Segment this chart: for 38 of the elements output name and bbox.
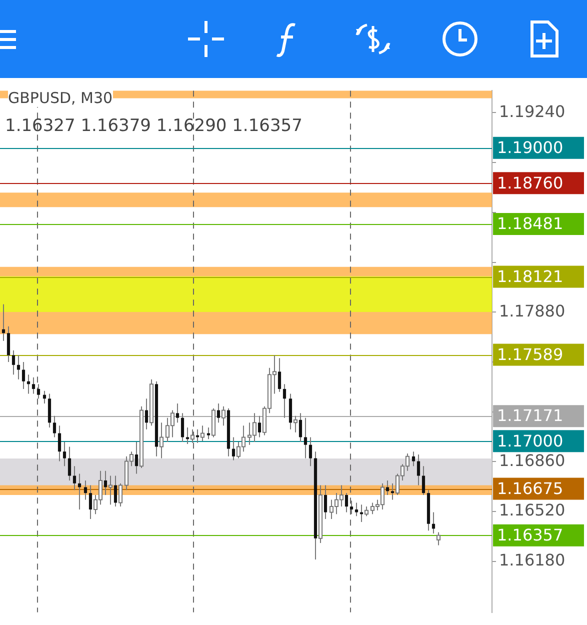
candlestick [52, 415, 56, 438]
ref-line-label: 1.18481 [497, 214, 564, 234]
candlestick [68, 446, 72, 481]
candlestick [32, 376, 36, 394]
annotation: 1.16327 1.16379 1.16290 1.16357 [5, 116, 302, 136]
candlestick [354, 502, 358, 517]
ref-line-label: 1.18760 [497, 173, 564, 192]
candlestick [180, 412, 184, 443]
chart-title: GBPUSD, M30 [8, 89, 113, 107]
candlestick [72, 466, 76, 491]
y-tick-label: 1.16520 [499, 500, 566, 520]
y-tick-label: 1.17880 [499, 301, 566, 320]
ref-line-label: 1.17171 [497, 406, 564, 426]
candlestick [36, 384, 40, 400]
y-tick-label: 1.16860 [499, 450, 566, 470]
candlestick [416, 454, 420, 486]
candlestick [62, 442, 66, 467]
candlestick [412, 451, 416, 467]
candlestick [304, 417, 308, 459]
ref-line-label: 1.16357 [497, 526, 564, 545]
candlestick [432, 512, 436, 534]
candlestick [12, 350, 16, 376]
y-tick-label: 1.16180 [499, 550, 566, 570]
ref-line-label: 1.18121 [497, 266, 564, 286]
y-tick-label: 1.19240 [499, 102, 566, 121]
candlestick [282, 384, 286, 418]
candlestick [16, 354, 20, 380]
candlestick [58, 425, 62, 462]
ref-line-label: 1.17000 [497, 431, 564, 450]
candlestick [308, 436, 312, 467]
ref-line-label: 1.16675 [497, 478, 564, 498]
candlestick [422, 466, 426, 496]
candlestick [350, 500, 354, 515]
candlestick [22, 361, 26, 390]
candlestick [84, 480, 88, 500]
ref-line-label: 1.19000 [497, 138, 564, 158]
ref-line-label: 1.17589 [497, 344, 564, 364]
candlestick [6, 326, 10, 362]
